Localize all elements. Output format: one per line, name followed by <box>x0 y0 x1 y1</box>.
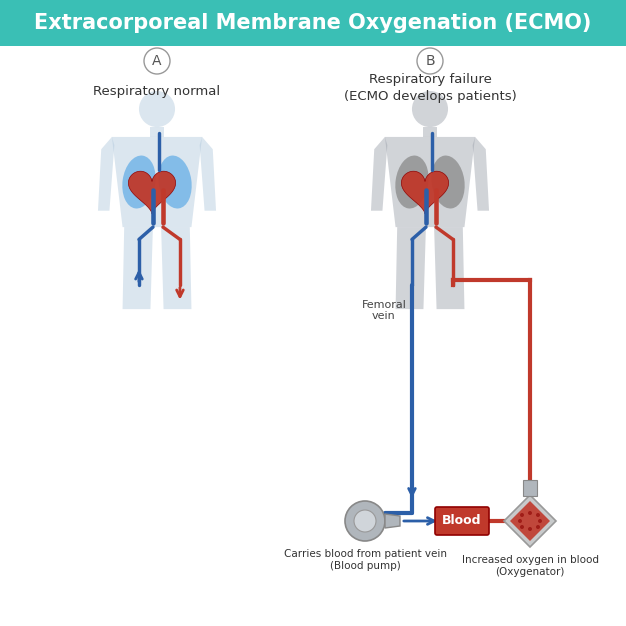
Circle shape <box>354 510 376 532</box>
Polygon shape <box>510 501 550 541</box>
Polygon shape <box>396 227 426 309</box>
Circle shape <box>518 519 522 523</box>
Circle shape <box>139 91 175 127</box>
Polygon shape <box>385 137 475 227</box>
Bar <box>523 480 537 496</box>
Ellipse shape <box>122 155 156 208</box>
Polygon shape <box>504 495 556 547</box>
Text: A: A <box>152 54 162 68</box>
Polygon shape <box>473 137 489 211</box>
Ellipse shape <box>158 155 192 208</box>
Ellipse shape <box>395 155 429 208</box>
Polygon shape <box>200 137 216 211</box>
Text: Carries blood from patient vein
(Blood pump): Carries blood from patient vein (Blood p… <box>284 549 446 572</box>
Polygon shape <box>434 227 464 309</box>
Polygon shape <box>385 514 400 528</box>
Polygon shape <box>371 137 387 211</box>
Circle shape <box>536 513 540 517</box>
Bar <box>0 0 626 46</box>
Bar <box>150 127 163 137</box>
Circle shape <box>520 513 524 517</box>
Polygon shape <box>161 227 192 309</box>
Circle shape <box>538 519 542 523</box>
Circle shape <box>345 501 385 541</box>
Polygon shape <box>112 137 202 227</box>
Polygon shape <box>401 172 449 214</box>
Polygon shape <box>98 137 115 211</box>
Text: Femoral
vein: Femoral vein <box>362 299 406 321</box>
Circle shape <box>528 511 532 515</box>
Polygon shape <box>128 172 176 214</box>
Ellipse shape <box>431 155 464 208</box>
Text: Respiratory failure
(ECMO develops patients): Respiratory failure (ECMO develops patie… <box>344 73 516 103</box>
Circle shape <box>528 527 532 531</box>
Circle shape <box>144 48 170 74</box>
Text: Extracorporeal Membrane Oxygenation (ECMO): Extracorporeal Membrane Oxygenation (ECM… <box>34 13 592 33</box>
Circle shape <box>412 91 448 127</box>
Circle shape <box>536 525 540 529</box>
Text: Respiratory normal: Respiratory normal <box>93 86 220 98</box>
Circle shape <box>417 48 443 74</box>
Polygon shape <box>123 227 153 309</box>
Circle shape <box>520 525 524 529</box>
Text: Increased oxygen in blood
(Oxygenator): Increased oxygen in blood (Oxygenator) <box>461 555 598 577</box>
FancyBboxPatch shape <box>435 507 489 535</box>
Text: B: B <box>425 54 435 68</box>
Bar <box>423 127 436 137</box>
Text: Blood: Blood <box>442 515 482 528</box>
